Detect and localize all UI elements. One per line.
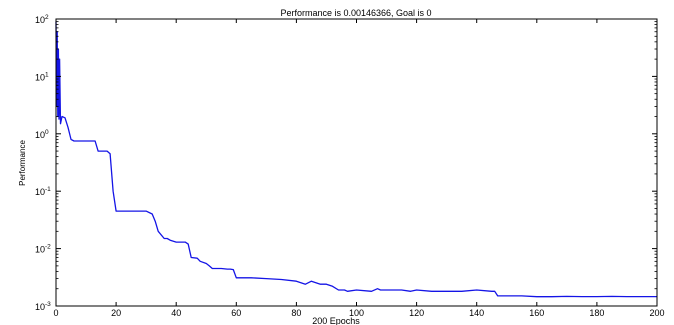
- x-tick-label: 80: [291, 308, 301, 318]
- x-axis-label: 200 Epochs: [312, 316, 360, 325]
- y-tick-label-base: 10: [35, 72, 45, 82]
- x-tick-label: 0: [53, 308, 58, 318]
- x-tick-label: 120: [409, 308, 424, 318]
- performance-line: [55, 21, 657, 298]
- axis-ticks: [55, 18, 658, 307]
- y-tick-label-exponent: -3: [45, 301, 51, 308]
- y-tick-label-base: 10: [35, 187, 45, 197]
- y-tick-label: 100: [35, 129, 49, 140]
- x-tick-label: 60: [231, 308, 241, 318]
- y-tick-label-exponent: 1: [45, 71, 49, 78]
- x-tick-label: 140: [469, 308, 484, 318]
- y-tick-label-exponent: 0: [45, 129, 49, 136]
- chart-title: Performance is 0.00146366, Goal is 0: [280, 8, 431, 18]
- y-tick-label-exponent: -2: [45, 244, 51, 251]
- x-tick-label: 20: [111, 308, 121, 318]
- x-tick-label: 160: [529, 308, 544, 318]
- y-tick-label-base: 10: [35, 130, 45, 140]
- y-tick-label: 10-1: [35, 186, 51, 197]
- y-tick-label-exponent: -1: [45, 186, 51, 193]
- x-tick-label: 200: [649, 308, 664, 318]
- x-axis-tick-labels: 0 20 40 60 80 100 120 140 160 180 200: [53, 308, 664, 318]
- x-tick-label: 100: [349, 308, 364, 318]
- y-tick-label-base: 10: [35, 245, 45, 255]
- y-tick-label: 101: [35, 71, 49, 82]
- y-tick-label-exponent: 2: [45, 14, 49, 21]
- y-axis-label: Performance: [18, 140, 27, 186]
- y-tick-label: 10-2: [35, 244, 51, 255]
- y-tick-label-base: 10: [35, 302, 45, 312]
- x-tick-label: 180: [589, 308, 604, 318]
- x-tick-label: 40: [171, 308, 181, 318]
- y-tick-label: 10-3: [35, 301, 51, 312]
- y-tick-label-base: 10: [35, 15, 45, 25]
- plot-area: [56, 19, 657, 306]
- y-tick-label: 102: [35, 14, 49, 25]
- series-layer: [55, 21, 657, 298]
